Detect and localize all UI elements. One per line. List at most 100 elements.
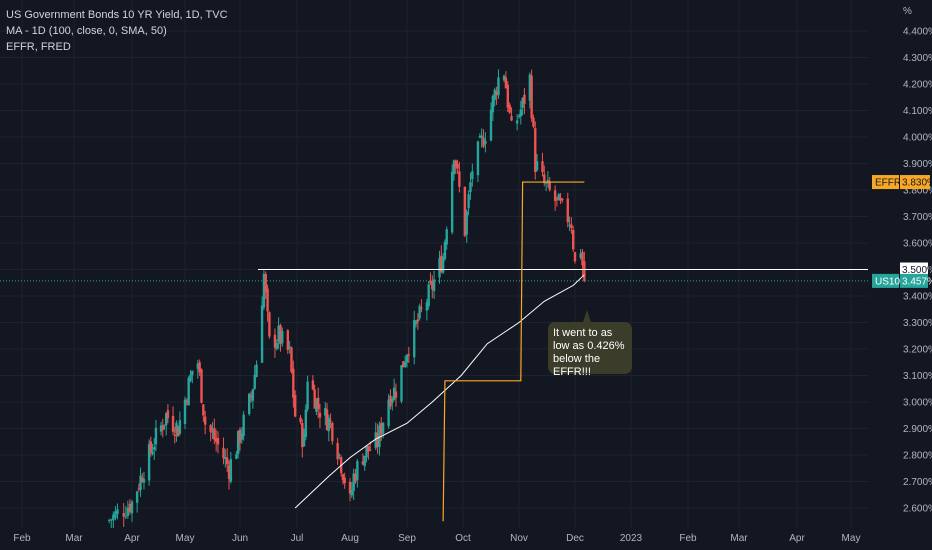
candle bbox=[418, 303, 421, 321]
candle bbox=[528, 72, 532, 109]
candle bbox=[343, 472, 346, 489]
candle bbox=[352, 468, 355, 501]
candle-body bbox=[553, 190, 557, 201]
legend-symbol[interactable]: US Government Bonds 10 YR Yield, 1D, TVC bbox=[6, 9, 228, 21]
candle bbox=[142, 471, 146, 490]
candle bbox=[130, 499, 134, 522]
candle-body bbox=[443, 241, 447, 259]
legend-effr[interactable]: EFFR, FRED bbox=[6, 41, 71, 53]
candle-body bbox=[581, 251, 584, 266]
candle bbox=[425, 298, 429, 321]
y-tick-label: 2.700% bbox=[903, 477, 932, 488]
x-tick-label: Apr bbox=[124, 533, 140, 544]
candle-body bbox=[491, 95, 495, 113]
candle bbox=[122, 503, 125, 527]
y-tick-label: 4.400% bbox=[903, 27, 932, 38]
y-tick-label: 2.800% bbox=[903, 451, 932, 462]
candle-body bbox=[288, 346, 291, 348]
candle bbox=[484, 132, 487, 153]
candle bbox=[187, 376, 190, 406]
y-tick-label: 4.100% bbox=[903, 106, 932, 117]
candle-body bbox=[530, 75, 533, 119]
candle bbox=[463, 186, 467, 238]
candle-body bbox=[311, 380, 315, 390]
candle-body bbox=[122, 512, 125, 517]
candle-body bbox=[497, 77, 500, 96]
candle-body bbox=[235, 454, 238, 459]
candle bbox=[374, 422, 377, 451]
candle bbox=[361, 453, 365, 466]
candle bbox=[191, 370, 194, 384]
candle-body bbox=[350, 490, 354, 496]
candle-body bbox=[480, 135, 483, 138]
candle-body bbox=[548, 181, 551, 190]
candle-body bbox=[161, 426, 164, 430]
x-tick-label: 2023 bbox=[620, 533, 643, 544]
candle bbox=[504, 71, 508, 89]
candle bbox=[348, 478, 352, 502]
candle-body bbox=[407, 354, 411, 356]
candle-body bbox=[147, 444, 151, 481]
candle-body bbox=[251, 389, 255, 401]
candle bbox=[281, 327, 284, 347]
candle-body bbox=[166, 410, 170, 419]
candle bbox=[380, 417, 383, 441]
candle-body bbox=[187, 377, 190, 406]
candle-body bbox=[275, 342, 278, 349]
candle bbox=[482, 129, 485, 149]
candle-body bbox=[227, 465, 231, 479]
y-tick-label: 4.000% bbox=[903, 133, 932, 144]
candle-body bbox=[216, 437, 220, 445]
candle bbox=[571, 226, 575, 253]
level-badge-value-bg bbox=[900, 262, 928, 277]
candle-body bbox=[515, 120, 519, 124]
candle bbox=[431, 275, 434, 299]
x-tick-label: Apr bbox=[789, 533, 805, 544]
legend-ma[interactable]: MA - 1D (100, close, 0, SMA, 50) bbox=[6, 25, 167, 37]
candle bbox=[471, 163, 474, 187]
candle-body bbox=[202, 404, 205, 416]
candle bbox=[391, 396, 394, 411]
candle bbox=[137, 483, 141, 492]
candle-body bbox=[171, 415, 175, 432]
candle-body bbox=[183, 399, 187, 424]
candle bbox=[414, 320, 418, 328]
candle-body bbox=[224, 457, 227, 460]
ma-line[interactable] bbox=[294, 274, 585, 509]
candle bbox=[240, 427, 244, 444]
candle bbox=[324, 402, 327, 426]
candle-body bbox=[255, 364, 258, 377]
candle-body bbox=[440, 255, 443, 273]
axis-unit: % bbox=[903, 6, 912, 17]
effr-line[interactable] bbox=[442, 181, 585, 522]
candle bbox=[317, 387, 320, 419]
us10y-badge-name-bg bbox=[872, 273, 899, 288]
candle-body bbox=[196, 363, 200, 369]
annotation-callout[interactable]: It went to as low as 0.426% below the EF… bbox=[548, 322, 632, 378]
indicator-lines bbox=[0, 181, 868, 522]
candle bbox=[315, 398, 318, 416]
candle bbox=[266, 284, 269, 322]
candle bbox=[318, 403, 322, 429]
candle-body bbox=[543, 174, 546, 184]
level-badge[interactable]: 3.500% bbox=[900, 262, 932, 277]
candle-body bbox=[458, 171, 461, 187]
candle bbox=[495, 86, 498, 105]
candle-body bbox=[493, 89, 496, 100]
level-badge-value: 3.500% bbox=[902, 265, 932, 276]
candle bbox=[196, 359, 200, 379]
candle-body bbox=[240, 433, 244, 440]
candle bbox=[530, 69, 533, 122]
candle bbox=[213, 418, 216, 445]
candle bbox=[519, 100, 523, 125]
candle bbox=[405, 353, 409, 368]
candle bbox=[227, 460, 231, 490]
candle-body bbox=[427, 284, 430, 307]
y-tick-label: 2.900% bbox=[903, 424, 932, 435]
candle bbox=[149, 436, 153, 457]
candle-body bbox=[429, 280, 432, 283]
candle-body bbox=[149, 441, 153, 453]
